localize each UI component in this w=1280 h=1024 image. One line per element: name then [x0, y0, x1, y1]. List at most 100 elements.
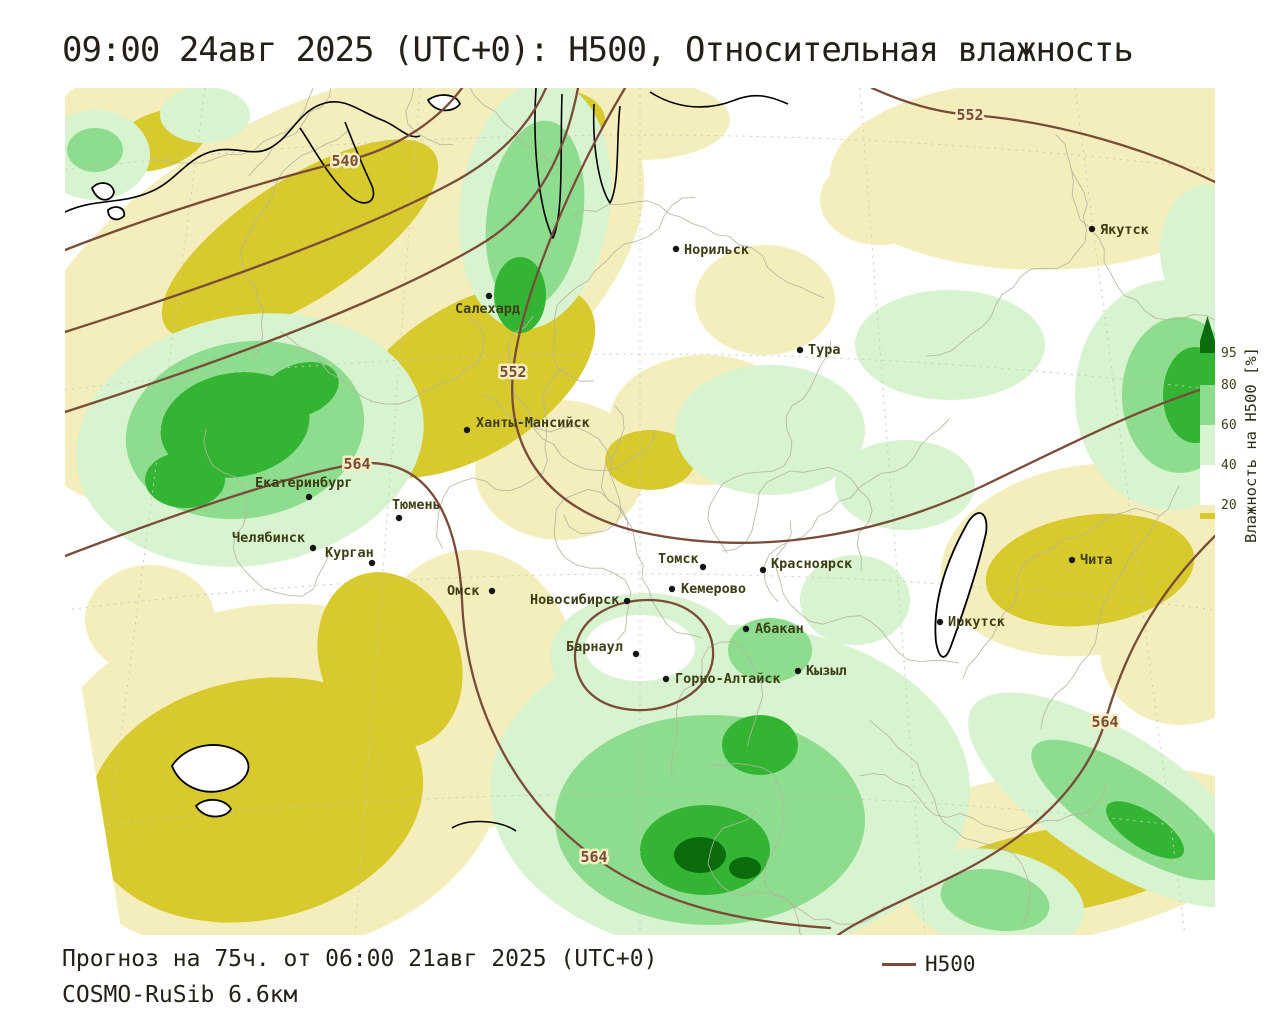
humidity-region — [67, 128, 123, 172]
city-label: Якутск — [1100, 222, 1149, 238]
admin-border-line — [552, 197, 696, 382]
admin-border-line — [203, 428, 330, 597]
humidity-region — [86, 677, 424, 923]
humidity-region — [674, 837, 726, 873]
city-label: Чита — [1080, 552, 1113, 568]
city-marker: Тура — [796, 342, 841, 358]
isohypse-label: 564 — [580, 848, 607, 866]
graticule-line — [354, 88, 421, 935]
isohypse-540 — [65, 88, 464, 252]
city-dot — [662, 675, 670, 683]
isohypse — [65, 88, 548, 334]
humidity-region — [85, 565, 215, 675]
city-dot — [672, 245, 680, 253]
admin-border-line — [763, 418, 950, 603]
isohypse-label: 564 — [343, 455, 370, 473]
colorbar-segment — [1200, 385, 1215, 425]
admin-border-line — [239, 130, 348, 360]
coastline — [65, 101, 421, 213]
humidity-region — [1106, 801, 1184, 859]
city-dot — [368, 559, 376, 567]
humidity-region — [695, 245, 835, 355]
isohypse-564 — [65, 462, 832, 930]
graticule — [65, 88, 1215, 935]
coastlines — [65, 88, 988, 832]
city-marker: Красноярск — [759, 556, 852, 574]
h500-legend: H500 — [882, 952, 976, 976]
city-label: Тура — [808, 342, 841, 358]
admin-border-line — [670, 641, 764, 778]
city-marker: Тюмень — [392, 497, 441, 522]
city-label: Екатеринбург — [255, 475, 353, 491]
admin-border-line — [600, 405, 702, 638]
colorbar-segment — [1200, 505, 1215, 513]
city-label: Ханты-Мансийск — [476, 415, 590, 431]
h500-line-sample — [882, 962, 916, 966]
city-marker: Чита — [1068, 552, 1113, 568]
city-dot — [1088, 225, 1096, 233]
city-marker: Омск — [447, 583, 496, 599]
city-label: Иркутск — [948, 614, 1005, 630]
colorbar-segment — [1200, 425, 1215, 465]
colorbar-segment — [1200, 353, 1215, 385]
isohypse-label: 564 — [1091, 713, 1118, 731]
city-marker: Томск — [658, 551, 707, 571]
city-label: Тюмень — [392, 497, 441, 513]
city-label: Кемерово — [681, 581, 746, 597]
city-label: Салехард — [455, 301, 520, 317]
city-dot — [305, 493, 313, 501]
admin-border-line — [775, 520, 960, 664]
city-marker: Барнаул — [566, 639, 640, 658]
admin-border-line — [553, 488, 632, 641]
humidity-region — [494, 257, 546, 333]
colorbar-title: Влажность на H500 [%] — [1242, 347, 1260, 543]
city-label: Челябинск — [232, 530, 305, 546]
humidity-region — [835, 440, 975, 530]
graticule-line — [859, 88, 926, 935]
city-label: Красноярск — [771, 556, 852, 572]
forecast-info: Прогноз на 75ч. от 06:00 21авг 2025 (UTC… — [62, 946, 658, 972]
admin-border-line — [925, 169, 1088, 357]
admin-border-line — [152, 88, 347, 164]
admin-border-line — [707, 811, 886, 925]
isohypse-closed — [573, 598, 715, 712]
page-title: 09:00 24авг 2025 (UTC+0): H500, Относите… — [62, 30, 1134, 70]
city-marker: Иркутск — [936, 614, 1005, 630]
graticule-line — [1074, 88, 1186, 935]
isohypse-labels: 540 552 552 564 564 564 — [329, 104, 1121, 869]
lake — [171, 744, 250, 793]
humidity-region — [1095, 88, 1215, 180]
city-label: Барнаул — [566, 639, 623, 655]
admin-border-line — [962, 507, 1161, 679]
city-marker: Горно-Алтайск — [662, 671, 781, 687]
admin-border-line — [721, 466, 873, 572]
humidity-region — [261, 361, 339, 419]
humidity-region — [317, 572, 463, 748]
colorbar-tick-label: 95 — [1221, 346, 1237, 361]
city-dot — [488, 587, 496, 595]
city-marker: Челябинск — [232, 530, 317, 552]
colorbar-arrow-cap — [1200, 316, 1215, 341]
city-label: Кызыл — [806, 663, 847, 679]
city-marker: Якутск — [1088, 222, 1149, 238]
admin-border-line — [707, 340, 832, 554]
city-dot — [623, 597, 631, 605]
city-dot — [794, 667, 802, 675]
city-marker: Норильск — [672, 242, 749, 258]
city-dot — [463, 426, 471, 434]
city-marker: Кызыл — [794, 663, 847, 679]
humidity-region — [729, 857, 761, 879]
city-marker: Курган — [325, 545, 376, 567]
admin-border-line — [1040, 485, 1180, 729]
lake — [195, 799, 232, 818]
admin-border-line — [436, 366, 567, 549]
lake-shore — [451, 820, 517, 832]
admin-border-line — [405, 88, 565, 168]
isohypse-552 — [511, 88, 1215, 544]
colorbar-tick-label: 40 — [1221, 458, 1237, 473]
humidity-region — [145, 452, 225, 508]
colorbar-segment — [1200, 341, 1215, 353]
city-dot — [395, 514, 403, 522]
isohypse — [65, 88, 580, 414]
